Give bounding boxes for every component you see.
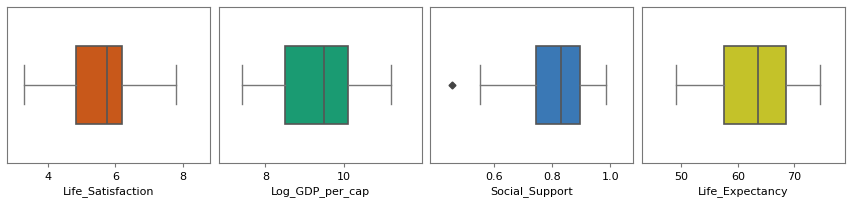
X-axis label: Life_Expectancy: Life_Expectancy [698,186,789,197]
X-axis label: Life_Satisfaction: Life_Satisfaction [63,186,154,197]
PathPatch shape [285,46,348,124]
X-axis label: Log_GDP_per_cap: Log_GDP_per_cap [271,186,370,197]
PathPatch shape [77,46,122,124]
PathPatch shape [536,46,579,124]
PathPatch shape [723,46,786,124]
X-axis label: Social_Support: Social_Support [491,186,573,197]
